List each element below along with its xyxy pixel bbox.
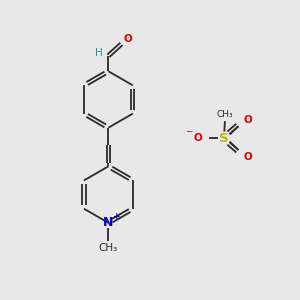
Text: S: S	[220, 132, 229, 145]
Text: CH₃: CH₃	[99, 243, 118, 253]
Text: N: N	[103, 216, 114, 229]
Text: O: O	[244, 115, 253, 125]
Text: H: H	[95, 48, 103, 59]
Text: O: O	[244, 152, 253, 161]
Text: −: −	[185, 126, 192, 135]
Text: O: O	[124, 34, 132, 44]
Text: +: +	[113, 212, 121, 221]
Text: CH₃: CH₃	[217, 110, 233, 119]
Text: O: O	[193, 133, 202, 143]
